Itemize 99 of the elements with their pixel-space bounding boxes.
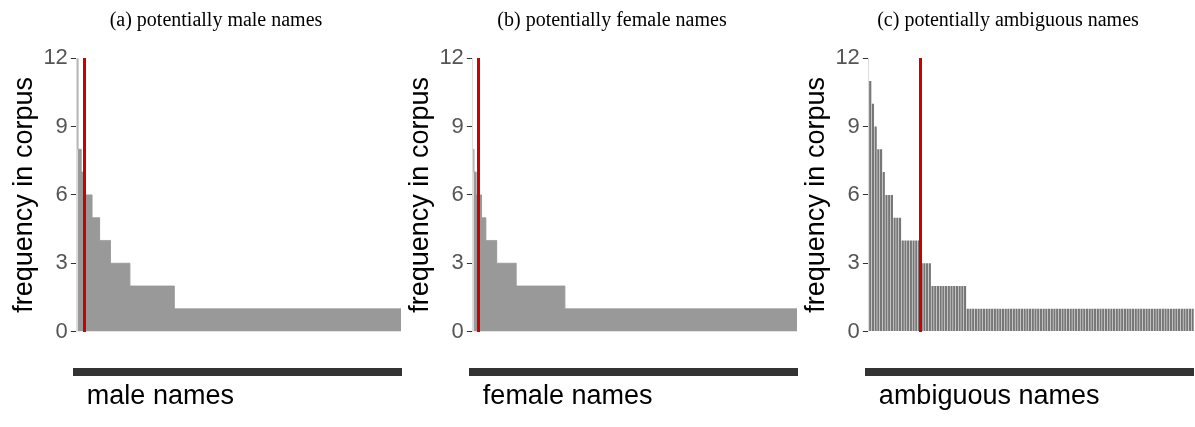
y-tick-label: 3 xyxy=(451,249,464,275)
bar xyxy=(1099,308,1102,332)
y-tick-label: 0 xyxy=(847,317,860,343)
bar xyxy=(950,286,953,332)
bar xyxy=(1015,308,1018,332)
bar xyxy=(1072,308,1075,332)
bar xyxy=(1188,308,1192,332)
bar xyxy=(896,217,899,332)
y-tick-label: 12 xyxy=(439,44,464,70)
bar xyxy=(1131,308,1135,332)
y-axis-title: frequency in corpus xyxy=(799,77,830,313)
bar xyxy=(1018,308,1021,332)
chart-title: (b) potentially female names xyxy=(496,8,728,33)
y-tick-label: 6 xyxy=(451,180,464,206)
x-axis-title: ambiguous names xyxy=(877,380,1101,411)
bar xyxy=(1153,308,1156,332)
bar xyxy=(1083,308,1086,332)
y-tick-label: 12 xyxy=(835,44,860,70)
bar xyxy=(961,286,964,332)
bar xyxy=(1047,308,1051,332)
chart-title: (c) potentially ambiguous names xyxy=(876,8,1140,33)
x-axis-title: female names xyxy=(481,380,654,411)
y-tick-label: 9 xyxy=(55,112,68,138)
bar xyxy=(1102,308,1105,332)
bar xyxy=(1110,308,1113,332)
y-tick-label: 3 xyxy=(55,249,68,275)
bar xyxy=(942,286,945,332)
bar xyxy=(1091,308,1094,332)
bar xyxy=(939,286,942,332)
bar xyxy=(1064,308,1067,332)
bar xyxy=(1066,308,1070,332)
bar xyxy=(1164,308,1167,332)
y-axis-title: frequency in corpus xyxy=(7,77,38,313)
y-tick-label: 3 xyxy=(847,249,860,275)
bar xyxy=(1042,308,1045,332)
bar xyxy=(1104,308,1108,332)
bar xyxy=(1069,308,1072,332)
bar xyxy=(1004,308,1007,332)
x-axis-title: male names xyxy=(85,380,235,411)
bar xyxy=(963,286,967,332)
bar xyxy=(996,308,999,332)
bar xyxy=(1088,308,1091,332)
bar xyxy=(936,286,940,332)
bar xyxy=(988,308,991,332)
bar xyxy=(999,308,1002,332)
bar xyxy=(955,286,959,332)
bar xyxy=(1145,308,1148,332)
y-tick-label: 6 xyxy=(847,180,860,206)
bar xyxy=(1023,308,1026,332)
bar xyxy=(1167,308,1170,332)
chart-title: (a) potentially male names xyxy=(108,8,324,33)
y-tick-label: 0 xyxy=(55,317,68,343)
bar xyxy=(1150,308,1154,332)
bar xyxy=(1148,308,1151,332)
bar xyxy=(898,217,902,332)
y-axis-title: frequency in corpus xyxy=(403,77,434,313)
bar xyxy=(1007,308,1010,332)
bar xyxy=(1115,308,1118,332)
bar xyxy=(1026,308,1029,332)
bar xyxy=(980,308,983,332)
bar xyxy=(1126,308,1129,332)
bar xyxy=(953,286,956,332)
bar xyxy=(1050,308,1053,332)
bar xyxy=(1183,308,1186,332)
bar xyxy=(869,80,872,332)
bar xyxy=(1129,308,1132,332)
bar xyxy=(1034,308,1037,332)
bar xyxy=(1061,308,1064,332)
bar xyxy=(969,308,972,332)
bar xyxy=(1169,308,1173,332)
bar xyxy=(1085,308,1089,332)
bar xyxy=(1134,308,1137,332)
y-tick-label: 6 xyxy=(55,180,68,206)
bar xyxy=(1156,308,1159,332)
bar xyxy=(912,240,915,332)
bar xyxy=(977,308,980,332)
y-tick-label: 0 xyxy=(451,317,464,343)
bar xyxy=(958,286,961,332)
y-tick-label: 9 xyxy=(847,112,860,138)
bar xyxy=(1175,308,1178,332)
y-tick-label: 9 xyxy=(451,112,464,138)
bar xyxy=(1186,308,1189,332)
bar xyxy=(1020,308,1024,332)
bar xyxy=(1191,308,1194,332)
bar xyxy=(1112,308,1116,332)
bar xyxy=(1045,308,1048,332)
bar xyxy=(1137,308,1140,332)
bar xyxy=(879,149,883,332)
y-tick-label: 12 xyxy=(43,44,68,70)
bar xyxy=(904,240,907,332)
bar xyxy=(1053,308,1056,332)
bar xyxy=(1172,308,1175,332)
bar xyxy=(1107,308,1110,332)
bar xyxy=(1001,308,1005,332)
bar xyxy=(985,308,988,332)
bar xyxy=(982,308,986,332)
bar xyxy=(1080,308,1083,332)
bar xyxy=(934,286,937,332)
bar xyxy=(1118,308,1121,332)
